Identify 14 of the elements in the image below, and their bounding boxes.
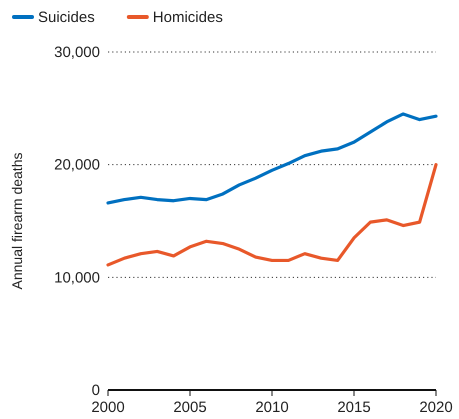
x-tick-label: 2000 (91, 399, 125, 416)
x-tick-label: 2015 (337, 399, 371, 416)
legend-label: Suicides (38, 9, 95, 26)
y-tick-label: 10,000 (54, 269, 100, 286)
y-axis-title: Annual firearm deaths (9, 152, 25, 290)
line-series (106, 112, 438, 205)
line-series (106, 163, 438, 267)
y-tick-label: 20,000 (54, 156, 100, 174)
x-tick-label: 2010 (255, 399, 289, 416)
x-tick-label: 2005 (173, 399, 207, 416)
y-tick-label: 0 (92, 382, 100, 399)
x-tick-label: 2020 (419, 399, 453, 416)
legend-label: Homicides (152, 9, 223, 26)
y-tick-label: 30,000 (54, 44, 100, 61)
